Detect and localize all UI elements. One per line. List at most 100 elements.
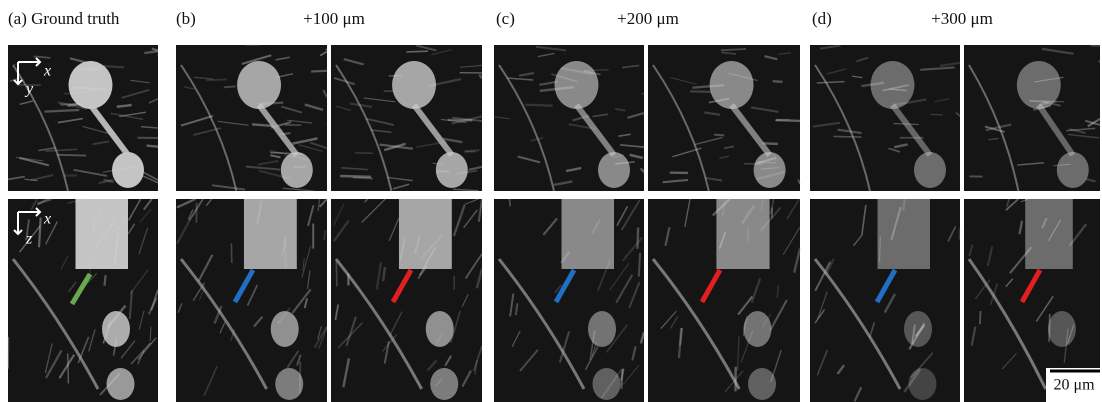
texture: [1090, 44, 1101, 47]
texture: [452, 188, 479, 192]
texture: [704, 111, 721, 116]
texture: [1020, 198, 1029, 203]
texture: [464, 253, 483, 279]
cell-body: [112, 152, 144, 188]
texture: [30, 198, 38, 211]
scale-bar-bg: [1046, 368, 1102, 402]
texture: [852, 234, 863, 247]
texture: [24, 178, 38, 182]
texture: [253, 315, 264, 328]
cell-body: [1056, 152, 1089, 188]
texture: [426, 359, 438, 372]
texture: [57, 153, 87, 157]
texture: [383, 142, 406, 152]
axis-label: x: [43, 63, 51, 80]
texture: [370, 129, 392, 133]
panel-label: (b): [176, 9, 196, 28]
texture: [750, 106, 779, 113]
texture: [1018, 220, 1024, 235]
texture: [322, 89, 328, 98]
texture: [508, 198, 512, 207]
texture: [833, 135, 862, 138]
texture: [387, 176, 413, 182]
texture: [15, 156, 44, 162]
texture: [406, 50, 429, 53]
texture: [670, 77, 697, 85]
texture: [511, 330, 521, 348]
texture: [631, 346, 637, 361]
texture: [814, 309, 826, 324]
texture: [381, 334, 398, 352]
texture: [1063, 328, 1069, 363]
cell-body: [748, 368, 776, 400]
texture: [797, 179, 801, 185]
dendrite: [968, 64, 1020, 192]
texture: [183, 86, 195, 90]
texture: [451, 115, 483, 125]
texture: [149, 326, 152, 342]
texture: [363, 97, 396, 103]
marker-line: [69, 272, 93, 306]
texture: [769, 198, 775, 215]
marker-line: [874, 268, 898, 304]
texture: [130, 79, 150, 84]
dendrite: [256, 103, 300, 157]
texture: [60, 255, 69, 270]
texture: [146, 144, 159, 148]
texture: [217, 120, 249, 126]
texture: [335, 261, 338, 287]
texture: [736, 336, 740, 371]
texture: [381, 266, 387, 282]
cell-body: [588, 311, 616, 347]
texture: [460, 64, 483, 68]
texture: [452, 204, 466, 237]
cell-body: [554, 61, 599, 109]
texture: [116, 103, 132, 108]
texture: [662, 178, 688, 184]
texture: [1068, 223, 1088, 247]
texture: [792, 248, 802, 274]
texture: [461, 369, 472, 388]
texture: [323, 229, 327, 241]
texture: [365, 117, 395, 126]
texture: [1005, 278, 1014, 288]
texture: [468, 165, 483, 171]
texture: [477, 198, 483, 222]
texture: [25, 219, 30, 241]
texture: [343, 58, 364, 66]
texture: [33, 55, 51, 59]
texture: [303, 298, 309, 309]
cell-body: [275, 368, 304, 400]
texture: [669, 315, 679, 329]
texture: [720, 48, 747, 52]
texture: [565, 166, 582, 173]
texture: [140, 125, 159, 129]
texture: [920, 66, 955, 71]
texture: [517, 155, 541, 164]
texture: [890, 206, 902, 241]
texture: [307, 205, 315, 227]
image-tile: [964, 45, 1100, 191]
texture: [138, 310, 145, 330]
texture: [889, 88, 907, 92]
dendrite: [334, 258, 423, 390]
texture: [1053, 163, 1071, 167]
texture: [336, 105, 352, 112]
texture: [137, 349, 145, 365]
dendrite: [652, 64, 710, 192]
texture: [615, 107, 626, 112]
cell-body: [106, 368, 135, 400]
texture: [241, 54, 272, 65]
texture: [44, 349, 63, 379]
cell-body: [1025, 199, 1073, 269]
cell-body: [392, 61, 437, 109]
cell-body: [270, 311, 299, 347]
scale-bar-label: 20 μm: [1053, 377, 1095, 394]
dendrite: [497, 258, 586, 390]
texture: [463, 209, 478, 229]
texture: [554, 284, 562, 294]
texture: [1038, 101, 1049, 107]
texture: [986, 246, 994, 267]
texture: [1067, 133, 1100, 139]
